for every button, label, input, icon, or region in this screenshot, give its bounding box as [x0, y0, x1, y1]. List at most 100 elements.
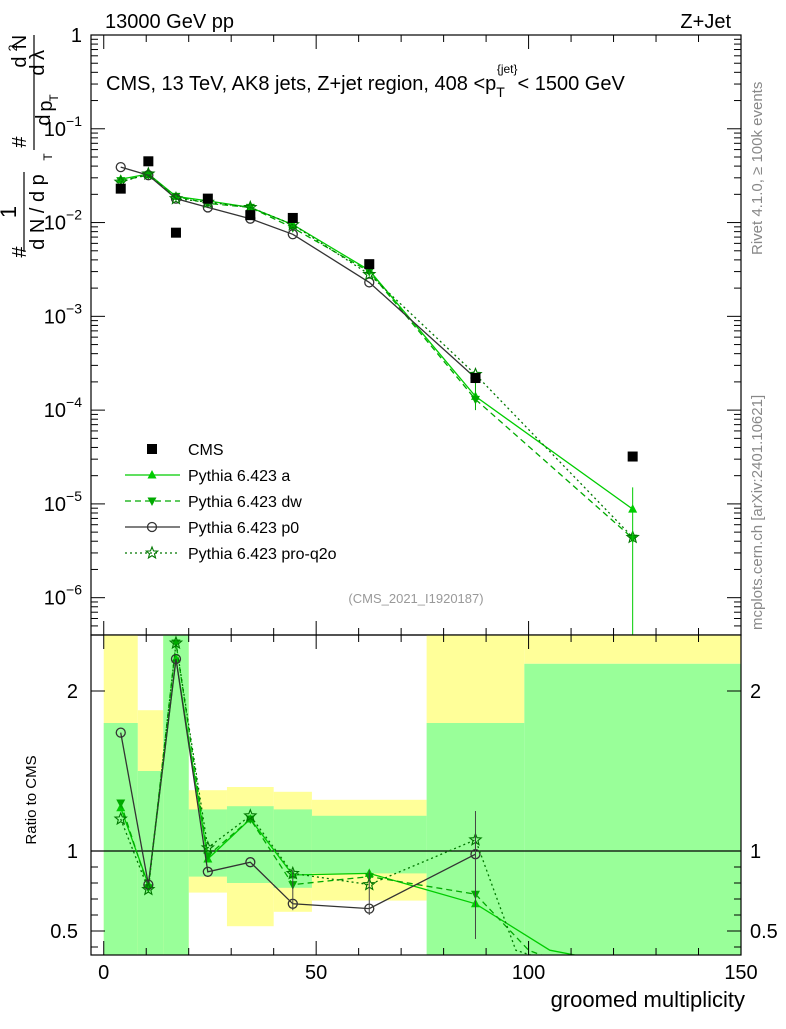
ratio-point	[245, 857, 256, 868]
main-title: CMS, 13 TeV, AK8 jets, Z+jet region, 408…	[106, 62, 625, 100]
y-tick-label: 10−5	[44, 488, 82, 516]
data-point	[287, 229, 298, 240]
ratio-point	[141, 881, 156, 896]
uncertainty-band-outer	[426, 635, 525, 723]
ratio-point	[243, 808, 258, 822]
data-point	[627, 451, 638, 462]
data-point	[115, 161, 126, 173]
y-tick-label: 10−3	[44, 300, 82, 328]
data-point	[364, 259, 375, 270]
ratio-point	[116, 799, 126, 808]
legend-entry: Pythia 6.423 a	[125, 468, 290, 485]
y-label-part: d	[33, 114, 55, 125]
legend-label: CMS	[188, 442, 224, 459]
legend-marker	[147, 444, 157, 454]
ratio-y-axis-label: Ratio to CMS	[23, 755, 40, 844]
y-label-part: d	[27, 64, 49, 75]
y-label-part: 1	[0, 206, 21, 218]
series-pythia-6-423-p0	[115, 161, 481, 384]
data-point	[245, 203, 255, 213]
series-line	[120, 173, 634, 538]
legend-marker	[147, 497, 157, 506]
legend-entry: Pythia 6.423 p0	[125, 520, 299, 537]
y-label-part: d N / d p	[27, 174, 49, 250]
data-point	[243, 199, 258, 214]
y-label-part: d	[9, 56, 31, 67]
ratio-panel-frame	[90, 634, 742, 956]
legend-label: Pythia 6.423 pro-q2o	[188, 546, 337, 563]
ratio-point	[171, 639, 181, 648]
legend-entry: Pythia 6.423 pro-q2o	[125, 545, 337, 563]
data-point	[470, 373, 481, 384]
y-label-part: N	[9, 35, 31, 49]
mcplots-source-label: mcplots.cern.ch [arXiv:2401.10621]	[749, 395, 766, 630]
x-tick-label: 50	[305, 962, 327, 984]
data-point	[362, 266, 377, 281]
y-tick-label: 1	[71, 25, 82, 47]
ratio-point	[200, 840, 215, 854]
legend-label: Pythia 6.423 a	[188, 468, 290, 485]
analysis-watermark: (CMS_2021_I1920187)	[348, 591, 483, 606]
y-tick-label: 10−6	[44, 582, 82, 610]
ratio-line	[120, 658, 476, 910]
legend-entry: CMS	[147, 442, 224, 459]
y-label-part: T	[41, 153, 55, 161]
y-tick-label: 10−1	[44, 113, 82, 141]
series-pythia-6-423-a	[116, 168, 638, 513]
y-tick-label: 10−2	[44, 207, 82, 235]
data-point	[202, 193, 213, 204]
ratio-y-tick-label: 0.5	[50, 921, 78, 943]
data-point	[116, 177, 126, 186]
data-point	[141, 166, 156, 181]
legend-marker	[144, 545, 160, 560]
uncertainty-band-inner	[524, 663, 741, 955]
data-point	[168, 191, 184, 205]
legend-marker	[146, 521, 158, 533]
ratio-point	[115, 727, 126, 738]
ratio-point	[113, 811, 128, 826]
data-point	[287, 212, 298, 223]
data-point	[143, 170, 154, 181]
ratio-panel: 0.5 0.5 1 1 2 2 0 50 100 150	[50, 634, 778, 984]
y-tick-label: 10−4	[44, 394, 82, 422]
data-point	[115, 183, 126, 194]
legend: CMS Pythia 6.423 a Pythia 6.423 dw Pythia 6…	[125, 442, 337, 563]
series-cms	[115, 156, 638, 462]
x-tick-label: 100	[512, 962, 545, 984]
data-point	[245, 210, 256, 221]
series-pythia-6-423-pro-q2o	[113, 166, 640, 544]
ratio-y-tick-label-right: 2	[750, 681, 761, 703]
legend-marker	[147, 470, 157, 479]
series-line	[120, 174, 634, 539]
data-point	[364, 268, 374, 277]
uncertainty-band-outer	[524, 635, 741, 664]
ratio-point	[202, 866, 213, 877]
y-label-part: 2	[6, 44, 20, 51]
data-point	[143, 156, 154, 167]
main-panel: 1 10−1 10−2 10−3 10−4 10−5 10−6 CMS, 13 TeV, AK…	[44, 25, 742, 636]
ratio-series-pythia-6-423-p0	[115, 653, 481, 914]
y-label-part: T	[47, 94, 61, 102]
ratio-y-tick-label-right: 1	[750, 841, 761, 863]
rivet-version-label: Rivet 4.1.0, ≥ 100k events	[749, 82, 766, 255]
ratio-y-tick-label-right: 0.5	[750, 921, 778, 943]
y-label-part: #	[9, 246, 31, 258]
header-left-label: 13000 GeV pp	[105, 11, 234, 33]
data-point	[170, 227, 181, 238]
legend-label: Pythia 6.423 dw	[188, 494, 302, 511]
y-label-part: λ	[27, 50, 49, 60]
uncertainty-band-outer	[137, 710, 164, 771]
header-right-label: Z+Jet	[680, 11, 731, 33]
uncertainty-band-inner	[163, 635, 189, 955]
ratio-point	[168, 635, 184, 650]
x-axis-label: groomed multiplicity	[551, 987, 745, 1012]
legend-entry: Pythia 6.423 dw	[125, 494, 302, 511]
ratio-y-tick-label: 1	[67, 841, 78, 863]
y-label-part: p	[35, 100, 57, 111]
ratio-point	[170, 653, 182, 665]
x-tick-label: 150	[724, 962, 757, 984]
data-point	[364, 277, 375, 288]
